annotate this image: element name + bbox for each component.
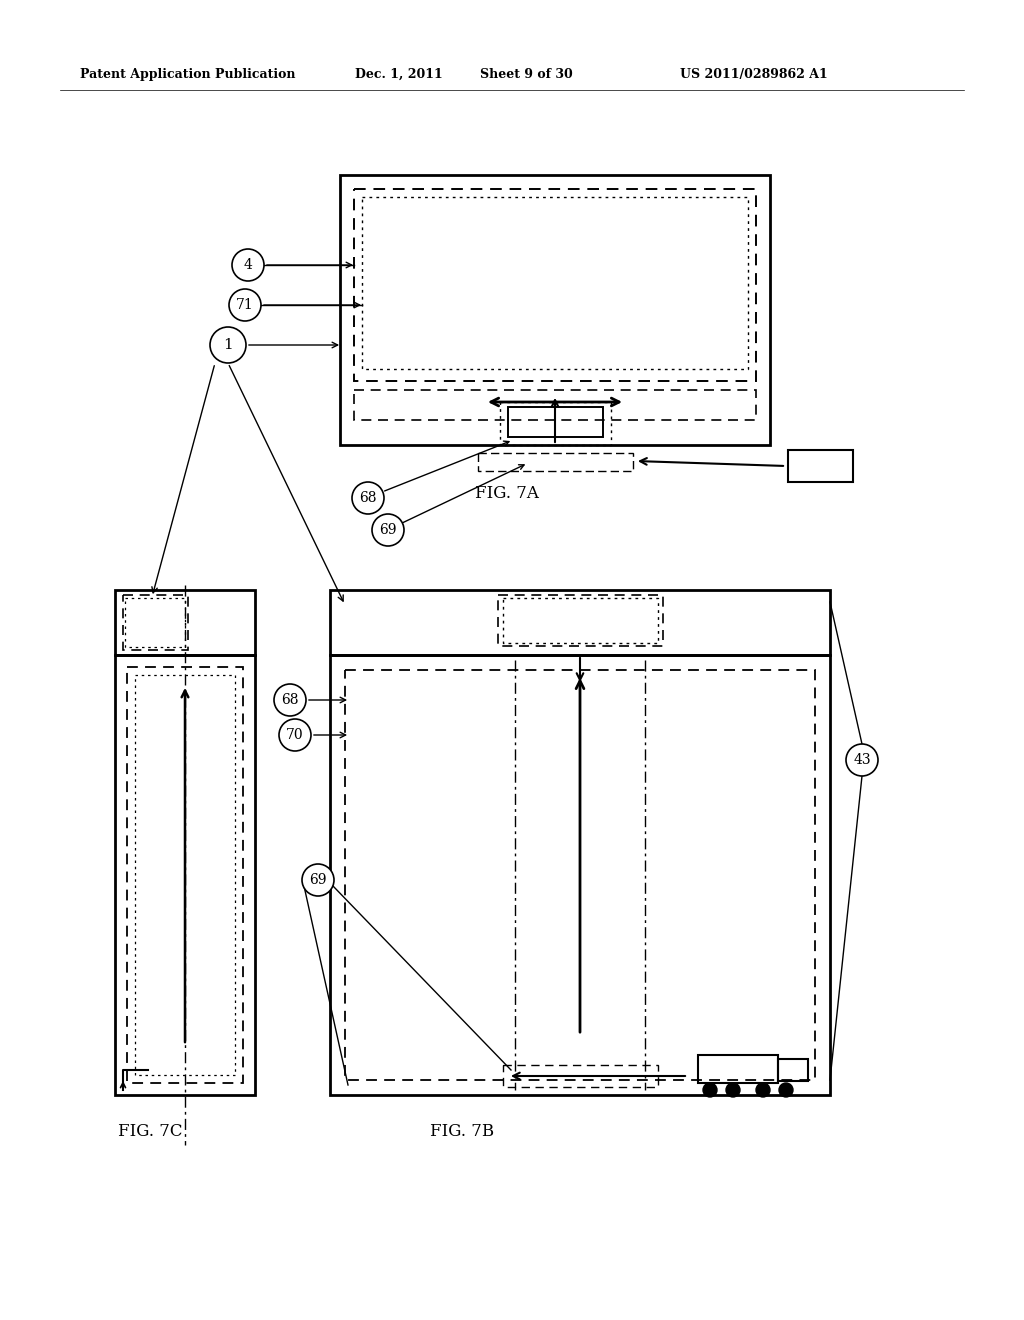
Circle shape [372, 513, 404, 546]
Circle shape [210, 327, 246, 363]
Text: 43: 43 [853, 752, 870, 767]
Circle shape [756, 1082, 770, 1097]
Bar [354, 389, 756, 420]
Bar [498, 595, 663, 645]
Circle shape [232, 249, 264, 281]
Text: Dec. 1, 2011: Dec. 1, 2011 [355, 69, 442, 81]
Bar [788, 450, 853, 482]
Circle shape [352, 482, 384, 513]
Text: 1: 1 [223, 338, 232, 352]
Circle shape [274, 684, 306, 715]
Text: US 2011/0289862 A1: US 2011/0289862 A1 [680, 69, 827, 81]
Bar [500, 403, 611, 445]
Circle shape [279, 719, 311, 751]
Circle shape [229, 289, 261, 321]
Bar [778, 1059, 808, 1081]
Bar [135, 675, 234, 1074]
Bar [123, 595, 188, 649]
Text: 69: 69 [309, 873, 327, 887]
Text: 68: 68 [282, 693, 299, 708]
Text: 4: 4 [244, 257, 253, 272]
Bar [698, 1055, 778, 1082]
Text: Sheet 9 of 30: Sheet 9 of 30 [480, 69, 572, 81]
Bar [330, 590, 830, 655]
Text: 69: 69 [379, 523, 396, 537]
Bar [345, 671, 815, 1080]
Text: FIG. 7B: FIG. 7B [430, 1123, 495, 1140]
Bar [127, 667, 243, 1082]
Text: Patent Application Publication: Patent Application Publication [80, 69, 296, 81]
Bar [478, 453, 633, 471]
Bar [354, 189, 756, 381]
Bar [340, 176, 770, 445]
Circle shape [846, 744, 878, 776]
Bar [115, 655, 255, 1096]
Bar [508, 407, 603, 437]
Bar [115, 590, 255, 655]
Circle shape [302, 865, 334, 896]
Text: 70: 70 [286, 729, 304, 742]
Text: 68: 68 [359, 491, 377, 506]
Bar [125, 598, 185, 647]
Text: FIG. 7A: FIG. 7A [475, 484, 539, 502]
Circle shape [779, 1082, 793, 1097]
Circle shape [726, 1082, 740, 1097]
Bar [503, 1065, 658, 1086]
Text: FIG. 7C: FIG. 7C [118, 1123, 182, 1140]
Text: 71: 71 [237, 298, 254, 312]
Bar [503, 598, 658, 643]
Circle shape [703, 1082, 717, 1097]
Bar [330, 655, 830, 1096]
Bar [362, 197, 748, 370]
